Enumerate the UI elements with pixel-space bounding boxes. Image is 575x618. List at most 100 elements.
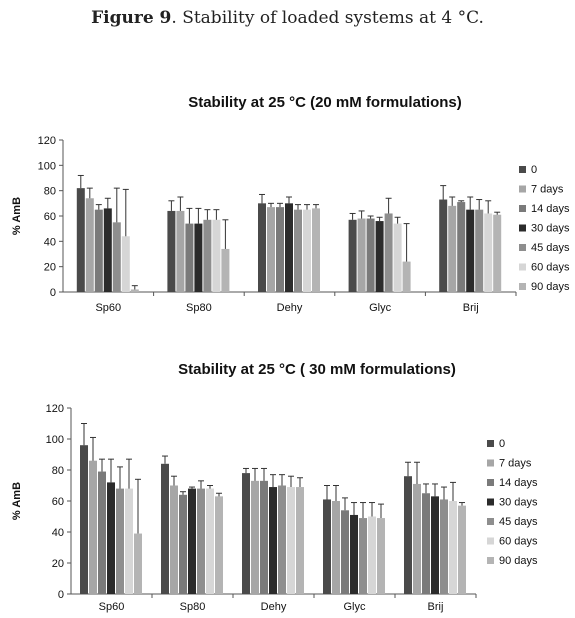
legend-swatch (519, 224, 526, 232)
chart-2: Stability at 25 °C ( 30 mM formulations)… (11, 361, 538, 613)
bar-sp80-0 (161, 463, 169, 594)
bar-dehy-45-days (294, 209, 302, 292)
legend-label: 45 days (531, 242, 570, 254)
category-label: Sp60 (99, 601, 125, 613)
bar-glyc-60-days (393, 223, 402, 292)
legend-label: 14 days (499, 477, 538, 489)
y-tick-label: 60 (52, 496, 64, 508)
bar-sp80-7-days (176, 210, 185, 292)
figure-caption-text: . Stability of loaded systems at 4 °C. (171, 8, 484, 28)
bar-glyc-60-days (368, 516, 376, 594)
bar-glyc-0 (323, 499, 331, 594)
bar-sp60-45-days (116, 488, 124, 594)
legend-label: 30 days (531, 223, 570, 235)
legend-label: 0 (499, 438, 505, 450)
bar-dehy-60-days (287, 487, 295, 594)
legend-swatch (519, 263, 526, 271)
y-tick-label: 80 (52, 465, 64, 477)
legend-swatch (487, 518, 494, 525)
bar-brij-90-days (493, 214, 502, 292)
bar-glyc-14-days (366, 218, 375, 292)
bar-glyc-14-days (341, 510, 349, 594)
y-axis-label: % AmB (11, 482, 23, 520)
y-tick-label: 0 (50, 287, 56, 299)
bar-dehy-7-days (267, 207, 275, 292)
legend-label: 7 days (531, 184, 564, 196)
bar-brij-30-days (431, 496, 439, 594)
bar-brij-45-days (475, 209, 484, 292)
y-tick-label: 40 (44, 236, 56, 248)
bar-sp60-30-days (103, 208, 112, 292)
bar-sp60-7-days (89, 460, 97, 594)
bar-sp60-7-days (85, 198, 94, 292)
legend-swatch (487, 459, 494, 467)
bar-sp80-30-days (194, 223, 203, 292)
category-label: Sp80 (186, 302, 212, 314)
bar-sp60-60-days (121, 236, 130, 292)
y-tick-label: 60 (44, 211, 56, 223)
figure-caption: Figure 9. Stability of loaded systems at… (0, 8, 575, 28)
legend-label: 90 days (531, 281, 570, 293)
chart-1: Stability at 25 °C (20 mM formulations)%… (11, 94, 570, 314)
bar-dehy-30-days (285, 203, 293, 292)
legend-swatch (519, 205, 526, 212)
legend-swatch (487, 557, 494, 564)
y-tick-label: 20 (44, 262, 56, 274)
bar-glyc-45-days (359, 518, 367, 594)
bar-dehy-14-days (276, 207, 284, 292)
bar-sp80-0 (167, 210, 176, 292)
bar-brij-7-days (413, 483, 421, 594)
bar-sp80-90-days (221, 248, 230, 292)
bar-brij-30-days (466, 209, 475, 292)
y-tick-label: 40 (52, 527, 64, 539)
bar-brij-14-days (457, 202, 466, 292)
category-label: Dehy (277, 302, 303, 314)
legend-label: 7 days (499, 458, 532, 470)
bar-sp80-30-days (188, 488, 196, 594)
bar-dehy-45-days (278, 485, 286, 594)
bar-sp80-14-days (185, 223, 194, 292)
legend-label: 60 days (531, 262, 570, 274)
y-tick-label: 0 (58, 589, 64, 601)
bar-dehy-7-days (251, 480, 259, 594)
category-label: Glyc (369, 302, 392, 314)
bar-dehy-60-days (303, 209, 311, 292)
category-label: Sp80 (180, 601, 206, 613)
bar-sp60-90-days (130, 289, 139, 292)
bar-brij-60-days (484, 213, 493, 292)
bar-glyc-30-days (375, 221, 384, 292)
category-label: Dehy (261, 601, 287, 613)
bar-brij-60-days (449, 501, 457, 594)
bar-glyc-0 (348, 219, 357, 292)
bar-sp80-60-days (206, 488, 214, 594)
legend-label: 60 days (499, 536, 538, 548)
bar-sp60-0 (76, 188, 85, 292)
bar-glyc-7-days (357, 218, 366, 292)
bar-glyc-45-days (384, 213, 393, 292)
legend-swatch (487, 440, 494, 447)
category-label: Brij (463, 302, 479, 314)
y-tick-label: 100 (46, 434, 64, 446)
legend-label: 30 days (499, 497, 538, 509)
bar-sp80-45-days (197, 488, 205, 594)
bar-sp60-0 (80, 445, 88, 594)
legend-swatch (519, 166, 526, 173)
y-axis-label: % AmB (11, 197, 23, 235)
bar-brij-0 (439, 199, 448, 292)
bar-sp60-60-days (125, 488, 133, 594)
bar-sp60-30-days (107, 482, 115, 594)
category-label: Sp60 (95, 302, 121, 314)
legend-label: 90 days (499, 555, 538, 567)
bar-brij-7-days (448, 205, 457, 292)
bar-sp80-14-days (179, 494, 187, 594)
bar-dehy-90-days (312, 208, 320, 292)
bar-sp80-60-days (212, 219, 221, 292)
y-tick-label: 120 (46, 403, 64, 415)
bar-brij-14-days (422, 493, 430, 594)
bar-dehy-0 (258, 203, 266, 292)
bar-sp80-90-days (215, 496, 223, 594)
category-label: Glyc (344, 601, 367, 613)
chart-title: Stability at 25 °C ( 30 mM formulations) (178, 361, 456, 378)
bar-glyc-90-days (377, 518, 385, 594)
